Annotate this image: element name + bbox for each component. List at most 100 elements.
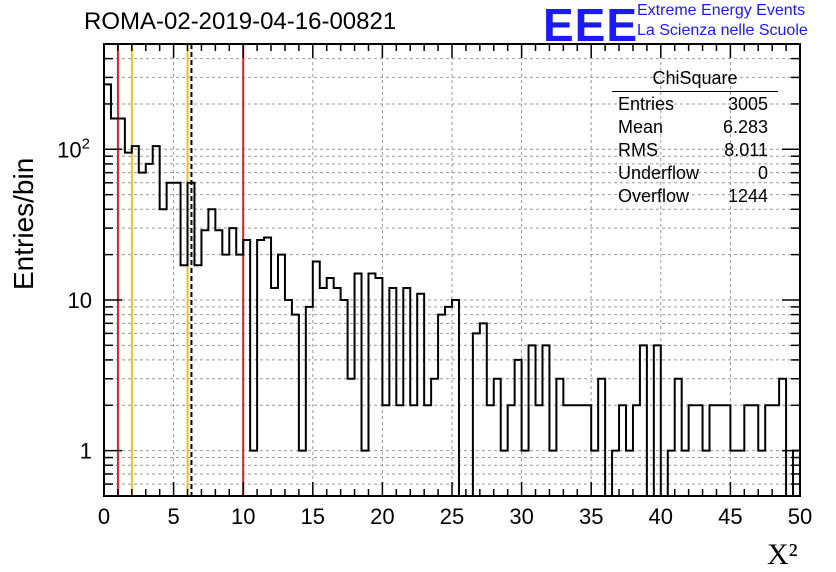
- histogram-bin: [452, 300, 459, 496]
- histogram-bin: [139, 173, 146, 496]
- histogram-bin: [236, 255, 243, 496]
- histogram-series: [103, 83, 801, 497]
- histogram-bin: [563, 405, 570, 496]
- histogram-bin: [271, 288, 278, 496]
- histogram-bin: [584, 405, 591, 496]
- histogram-bin: [410, 405, 417, 496]
- x-tick-label: 35: [579, 504, 603, 529]
- x-tick-label: 5: [167, 504, 179, 529]
- histogram-bin: [104, 84, 111, 496]
- histogram-bin: [682, 451, 689, 496]
- histogram-bin: [696, 405, 703, 496]
- histogram-bin: [689, 405, 696, 496]
- x-tick-label: 50: [788, 504, 812, 529]
- eee-logo: EEE: [543, 0, 639, 51]
- histogram-bin: [703, 451, 710, 496]
- histogram-bin: [368, 273, 375, 496]
- histogram-bin: [389, 288, 396, 496]
- histogram-bin: [348, 379, 355, 496]
- histogram-bin: [515, 360, 522, 496]
- x-tick-label: 15: [301, 504, 325, 529]
- histogram-bin: [626, 451, 633, 496]
- histogram-bin: [355, 273, 362, 496]
- histogram-bin: [619, 405, 626, 496]
- histogram-bin: [250, 451, 257, 496]
- histogram-bin: [362, 451, 369, 496]
- stats-row-entries: Entries 3005: [612, 93, 778, 116]
- histogram-bin: [431, 379, 438, 496]
- histogram-bin: [508, 405, 515, 496]
- stats-row-overflow: Overflow 1244: [612, 185, 778, 208]
- x-tick-label: 30: [509, 504, 533, 529]
- stats-title: ChiSquare: [612, 68, 778, 92]
- stats-row-underflow: Underflow 0: [612, 162, 778, 185]
- histogram-bin: [396, 405, 403, 496]
- histogram-bin: [556, 379, 563, 496]
- histogram-bin: [403, 288, 410, 496]
- histogram-bin: [320, 288, 327, 496]
- y-tick-label: 10: [68, 288, 92, 313]
- histogram-bin: [591, 451, 598, 496]
- x-tick-labels: 0 5 10 15 20 25 30 35 40 45 50: [98, 504, 812, 529]
- stats-label: Entries: [618, 94, 675, 114]
- histogram-bin: [598, 379, 605, 496]
- histogram-bin: [215, 230, 222, 496]
- histogram-bin: [654, 345, 661, 496]
- y-tick-label: 1: [80, 439, 92, 464]
- histogram-bin: [424, 405, 431, 496]
- reference-lines: [116, 44, 245, 496]
- grid-lines: [104, 44, 800, 496]
- histogram-bin: [285, 300, 292, 496]
- histogram-bin: [132, 146, 139, 496]
- histogram-bin: [146, 164, 153, 496]
- x-axis-label-text: X²: [767, 538, 798, 571]
- histogram-bin: [299, 451, 306, 496]
- histogram-bin: [737, 451, 744, 496]
- histogram-bin: [375, 278, 382, 496]
- histogram-bin: [188, 183, 195, 496]
- histogram-bin: [779, 379, 786, 496]
- histogram-bin: [501, 451, 508, 496]
- stats-value: 6.283: [722, 117, 768, 137]
- histogram-bin: [257, 240, 264, 496]
- histogram-bin: [536, 405, 543, 496]
- histogram-bin: [160, 209, 167, 496]
- histogram-bin: [382, 405, 389, 496]
- stats-label: Underflow: [618, 163, 700, 183]
- histogram-bin: [341, 300, 348, 496]
- histogram-bin: [445, 307, 452, 496]
- stats-box: ChiSquare Entries 3005 Mean 6.283 RMS 8.…: [612, 68, 778, 208]
- histogram-bin: [633, 405, 640, 496]
- x-tick-label: 25: [440, 504, 464, 529]
- histogram-bin: [313, 262, 320, 496]
- histogram-bin: [710, 405, 717, 496]
- x-tick-label: 40: [649, 504, 673, 529]
- x-axis-label: X²: [767, 538, 798, 572]
- histogram-bin: [243, 240, 250, 496]
- histogram-bin: [222, 255, 229, 496]
- histogram-bin: [480, 323, 487, 496]
- histogram-bin: [730, 451, 737, 496]
- histogram-bin: [487, 405, 494, 496]
- histogram-bin: [494, 379, 501, 496]
- y-tick-label: 102: [57, 135, 90, 162]
- plot-area: [104, 44, 800, 496]
- chart-title: ROMA-02-2019-04-16-00821: [84, 8, 397, 35]
- histogram-bin: [438, 315, 445, 496]
- x-tick-label: 20: [370, 504, 394, 529]
- histogram-bin: [675, 379, 682, 496]
- logo-subtitle-2: La Scienza nelle Scuole: [637, 22, 808, 39]
- stats-value: 1244: [727, 186, 768, 206]
- axis-ticks: [103, 43, 801, 497]
- histogram-bin: [529, 345, 536, 496]
- histogram-bin: [542, 345, 549, 496]
- histogram-bin: [153, 146, 160, 496]
- histogram-bin: [125, 153, 132, 496]
- histogram-bin: [772, 405, 779, 496]
- histogram-bin: [473, 333, 480, 496]
- histogram-bin: [292, 315, 299, 496]
- stats-value: 0: [757, 163, 768, 183]
- y-tick-labels: 1 10 102: [57, 135, 92, 463]
- histogram-bin: [208, 209, 215, 496]
- histogram-bin: [334, 288, 341, 496]
